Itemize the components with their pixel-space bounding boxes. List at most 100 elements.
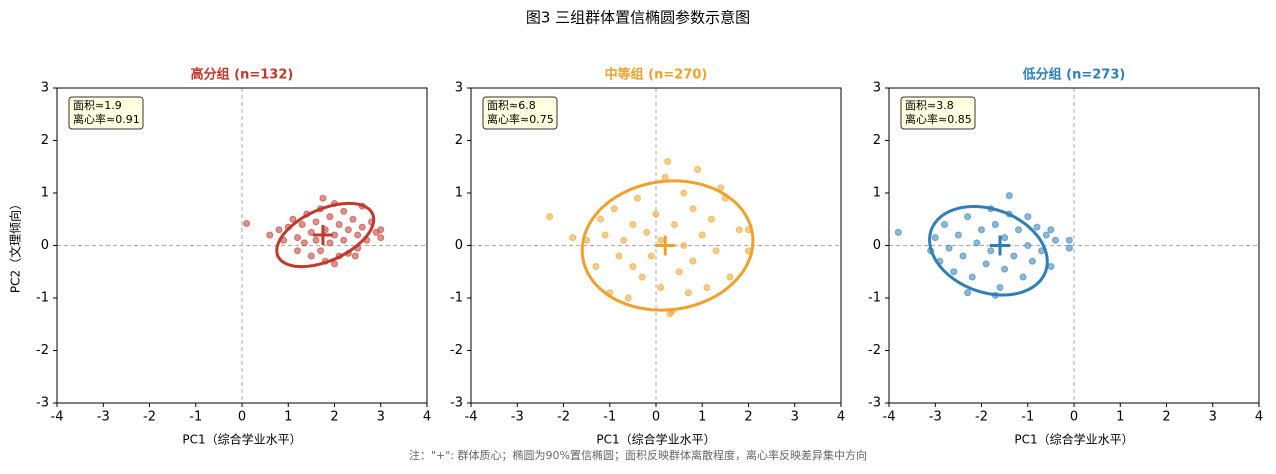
point bbox=[959, 252, 967, 260]
x-tick-label: 0 bbox=[1070, 410, 1078, 425]
point bbox=[300, 239, 308, 247]
point bbox=[643, 228, 651, 236]
y-tick-label: -2 bbox=[868, 343, 881, 358]
point bbox=[275, 226, 283, 234]
point bbox=[657, 236, 665, 244]
point bbox=[298, 221, 306, 228]
point bbox=[289, 215, 297, 223]
point bbox=[638, 273, 646, 281]
y-tick-label: 3 bbox=[873, 81, 881, 96]
point bbox=[601, 231, 609, 239]
point bbox=[968, 273, 976, 281]
y-tick-label: -1 bbox=[36, 291, 49, 306]
point bbox=[689, 257, 697, 265]
point bbox=[982, 260, 990, 268]
y-tick-label: 2 bbox=[873, 133, 881, 148]
x-axis-label: PC1（综合学业水平） bbox=[596, 432, 715, 447]
x-tick-label: -3 bbox=[929, 410, 942, 425]
point bbox=[266, 231, 274, 239]
x-axis-label: PC1（综合学业水平） bbox=[1014, 432, 1133, 447]
point bbox=[358, 223, 366, 231]
point bbox=[652, 210, 660, 218]
point bbox=[1047, 226, 1055, 234]
point bbox=[331, 260, 338, 268]
point bbox=[615, 252, 623, 260]
point bbox=[243, 219, 251, 227]
annotation-box bbox=[68, 96, 144, 130]
x-tick-label: 4 bbox=[837, 410, 845, 425]
point bbox=[1028, 257, 1036, 265]
point bbox=[1033, 223, 1041, 231]
annotation-box bbox=[900, 96, 976, 130]
point bbox=[996, 284, 1004, 291]
point bbox=[689, 205, 697, 213]
point bbox=[680, 189, 688, 197]
point bbox=[680, 242, 688, 249]
x-tick-label: -3 bbox=[97, 410, 110, 425]
x-tick-label: 1 bbox=[698, 410, 706, 425]
y-tick-label: -2 bbox=[36, 343, 49, 358]
point bbox=[964, 213, 972, 221]
point bbox=[326, 239, 334, 247]
point bbox=[312, 218, 320, 226]
point bbox=[340, 236, 348, 244]
point bbox=[941, 221, 948, 228]
point bbox=[294, 247, 301, 255]
point bbox=[349, 215, 357, 223]
y-tick-label: -3 bbox=[36, 396, 49, 411]
point bbox=[1024, 213, 1032, 221]
point bbox=[647, 252, 655, 260]
annotation-box bbox=[482, 96, 558, 130]
point bbox=[326, 213, 334, 221]
x-tick-label: -1 bbox=[1021, 410, 1034, 425]
panel-title: 高分组 (n=132) bbox=[191, 67, 294, 83]
point bbox=[931, 234, 939, 242]
point bbox=[708, 215, 715, 223]
point bbox=[703, 284, 711, 291]
point bbox=[620, 236, 628, 244]
point bbox=[319, 194, 327, 202]
point bbox=[664, 158, 672, 165]
y-tick-label: -1 bbox=[450, 291, 463, 306]
point bbox=[675, 268, 683, 276]
y-tick-label: 1 bbox=[455, 186, 463, 201]
annotation-text: 离心率≈0.85 bbox=[905, 112, 972, 126]
point bbox=[1005, 192, 1013, 200]
x-tick-label: 0 bbox=[652, 410, 660, 425]
point bbox=[945, 244, 953, 252]
point bbox=[1047, 263, 1055, 270]
y-tick-label: 3 bbox=[41, 81, 49, 96]
point bbox=[973, 239, 981, 247]
axes-frame bbox=[470, 87, 842, 404]
point bbox=[1042, 231, 1050, 239]
point bbox=[684, 289, 692, 297]
point bbox=[569, 234, 577, 242]
x-tick-label: 2 bbox=[330, 410, 338, 425]
point bbox=[712, 247, 720, 255]
point bbox=[294, 234, 301, 242]
point bbox=[377, 234, 385, 242]
x-tick-label: 4 bbox=[423, 410, 431, 425]
point bbox=[661, 173, 669, 181]
point bbox=[317, 247, 325, 255]
x-tick-label: -2 bbox=[557, 410, 570, 425]
point bbox=[335, 221, 343, 228]
x-tick-label: 3 bbox=[791, 410, 799, 425]
y-tick-label: 1 bbox=[873, 186, 881, 201]
x-tick-label: 2 bbox=[744, 410, 752, 425]
x-tick-label: 4 bbox=[1255, 410, 1263, 425]
point bbox=[307, 228, 315, 236]
y-tick-label: 1 bbox=[41, 186, 49, 201]
point bbox=[698, 231, 706, 239]
point bbox=[1019, 273, 1027, 281]
point bbox=[344, 226, 352, 234]
x-axis-label: PC1（综合学业水平） bbox=[182, 432, 301, 447]
point bbox=[735, 226, 743, 234]
y-tick-label: -3 bbox=[450, 396, 463, 411]
point bbox=[987, 247, 995, 255]
point bbox=[726, 273, 734, 281]
point bbox=[307, 252, 315, 260]
annotation-text: 面积≈6.8 bbox=[487, 99, 536, 112]
x-tick-label: 0 bbox=[238, 410, 246, 425]
